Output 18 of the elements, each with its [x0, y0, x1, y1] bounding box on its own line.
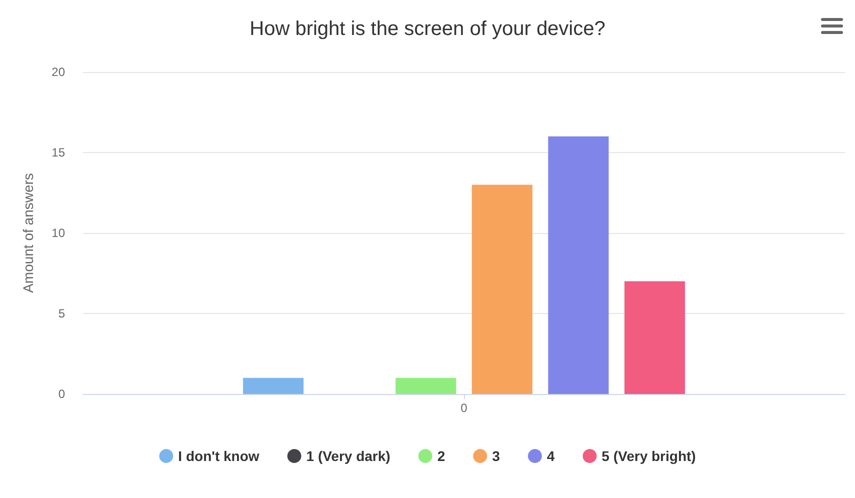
- y-tick-label: 20: [52, 65, 66, 79]
- y-tick-label: 5: [58, 306, 66, 320]
- chart-title: How bright is the screen of your device?: [250, 18, 606, 40]
- y-axis-title: Amount of answers: [20, 173, 36, 293]
- legend-label: I don't know: [178, 448, 260, 464]
- legend-label: 1 (Very dark): [306, 448, 390, 464]
- y-tick-label: 10: [52, 226, 66, 240]
- y-tick-label: 15: [52, 146, 66, 160]
- legend-label: 5 (Very bright): [602, 448, 696, 464]
- bar: [396, 378, 456, 394]
- legend-label: 3: [492, 448, 500, 464]
- bar: [472, 184, 532, 394]
- legend-label: 2: [437, 448, 446, 464]
- y-tick-label: 0: [58, 387, 66, 401]
- bar: [243, 378, 304, 394]
- bar: [548, 136, 609, 394]
- bar: [624, 281, 685, 394]
- legend-label: 4: [546, 448, 555, 464]
